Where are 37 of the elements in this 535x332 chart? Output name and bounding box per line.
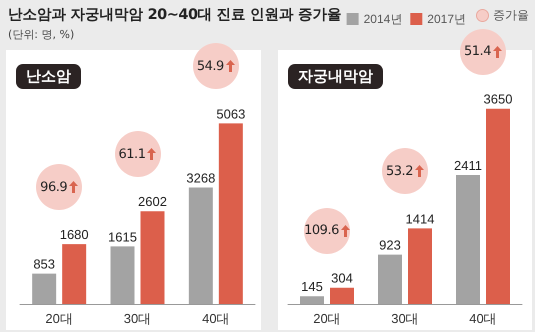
bar bbox=[140, 211, 164, 304]
x-tick-label: 30대 bbox=[124, 311, 152, 326]
data-label: 2602 bbox=[138, 194, 167, 210]
data-label: 1414 bbox=[406, 211, 434, 226]
bar bbox=[330, 288, 354, 304]
data-label: 145 bbox=[301, 279, 323, 294]
text: 난소암과 자궁내막암 20~40대 진료 인원과 증가율 bbox=[8, 6, 342, 24]
data-label: 5063 bbox=[216, 106, 246, 122]
annotation: 96.9 bbox=[40, 180, 68, 195]
x-tick-label: 20대 bbox=[313, 311, 341, 326]
annotation: 61.1 bbox=[118, 146, 146, 162]
chart-title: 난소암 bbox=[26, 68, 71, 85]
data-label: 3268 bbox=[186, 170, 216, 186]
bar bbox=[408, 228, 432, 304]
x-tick-label: 30대 bbox=[391, 311, 419, 326]
data-label: 3650 bbox=[484, 92, 512, 107]
text: 51.4 bbox=[464, 44, 491, 60]
legend-label: 2017년 bbox=[427, 12, 466, 26]
legend-label: 2014년 bbox=[364, 12, 402, 26]
data-label: 923 bbox=[379, 238, 401, 253]
annotation: 109.6 bbox=[304, 223, 339, 238]
chart-title: 자궁내막암 bbox=[298, 68, 373, 85]
x-tick-label: 20대 bbox=[45, 311, 73, 326]
bar bbox=[62, 244, 86, 304]
text: 54.9 bbox=[196, 58, 224, 74]
bar bbox=[218, 123, 243, 304]
data-label: 2411 bbox=[454, 158, 482, 174]
x-tick-label: 40대 bbox=[469, 311, 497, 326]
data-label: 1680 bbox=[60, 227, 89, 242]
bar bbox=[486, 108, 510, 304]
annotation: 53.2 bbox=[386, 164, 413, 179]
data-label: 1615 bbox=[108, 229, 137, 244]
x-tick-label: 40대 bbox=[202, 311, 230, 326]
data-label: 304 bbox=[331, 270, 353, 286]
data-label: 853 bbox=[33, 256, 56, 272]
text: (단위: 명, %) bbox=[8, 27, 74, 42]
text: 증가율 bbox=[493, 7, 529, 24]
